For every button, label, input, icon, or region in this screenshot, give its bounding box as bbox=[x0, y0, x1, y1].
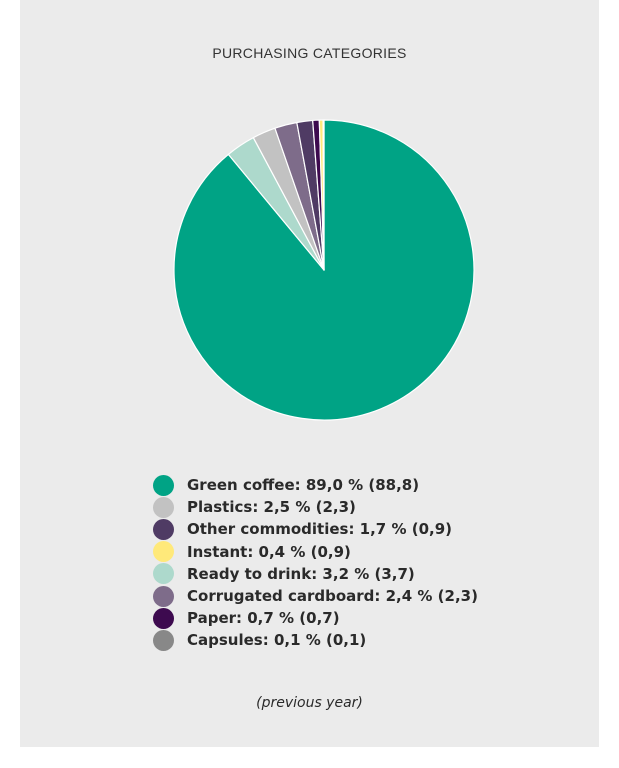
legend-item-instant: Instant: 0,4 % (0,9) bbox=[153, 541, 478, 563]
legend-swatch bbox=[153, 496, 174, 518]
pie-slice-green-coffee bbox=[173, 119, 475, 421]
previous-year-note: (previous year) bbox=[256, 695, 363, 711]
legend-label: Green coffee: 89,0 % (88,8) bbox=[187, 476, 420, 495]
legend-label: Other commodities: 1,7 % (0,9) bbox=[187, 520, 452, 539]
legend-item-other-commodities: Other commodities: 1,7 % (0,9) bbox=[153, 518, 478, 540]
pie-slice-capsules bbox=[322, 119, 325, 271]
legend-swatch bbox=[153, 607, 174, 629]
legend-label: Ready to drink: 3,2 % (3,7) bbox=[187, 564, 415, 583]
legend-label: Paper: 0,7 % (0,7) bbox=[187, 609, 340, 628]
legend-item-green-coffee: Green coffee: 89,0 % (88,8) bbox=[153, 474, 478, 496]
legend-swatch bbox=[153, 474, 174, 496]
legend-item-paper: Paper: 0,7 % (0,7) bbox=[153, 607, 478, 629]
legend-swatch bbox=[153, 541, 174, 563]
legend-item-ready-to-drink: Ready to drink: 3,2 % (3,7) bbox=[153, 563, 478, 585]
legend-swatch bbox=[153, 629, 174, 651]
legend-label: Capsules: 0,1 % (0,1) bbox=[187, 631, 367, 650]
legend: Green coffee: 89,0 % (88,8) Plastics: 2,5… bbox=[153, 474, 478, 652]
legend-item-capsules: Capsules: 0,1 % (0,1) bbox=[153, 629, 478, 651]
chart-title: PURCHASING CATEGORIES bbox=[212, 45, 407, 61]
legend-swatch bbox=[153, 518, 174, 540]
legend-item-corrugated-cardboard: Corrugated cardboard: 2,4 % (2,3) bbox=[153, 585, 478, 607]
legend-item-plastics: Plastics: 2,5 % (2,3) bbox=[153, 496, 478, 518]
legend-swatch bbox=[153, 563, 174, 585]
legend-label: Instant: 0,4 % (0,9) bbox=[187, 542, 351, 561]
legend-swatch bbox=[153, 585, 174, 607]
legend-label: Plastics: 2,5 % (2,3) bbox=[187, 498, 356, 517]
legend-label: Corrugated cardboard: 2,4 % (2,3) bbox=[187, 587, 478, 606]
